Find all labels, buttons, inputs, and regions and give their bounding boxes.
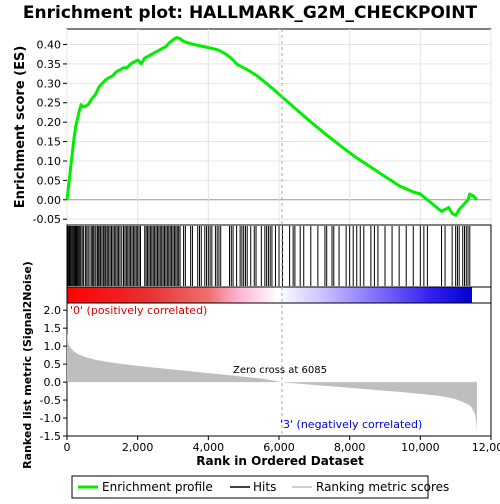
es-y-tick-label: 0.10 [37, 155, 62, 168]
negative-label: '3' (negatively correlated) [280, 418, 422, 431]
legend-hits-label: Hits [253, 480, 276, 494]
chart-title: Enrichment plot: HALLMARK_G2M_CHECKPOINT [23, 3, 478, 23]
x-tick-label: 10,000 [401, 441, 440, 454]
positive-label: '0' (positively correlated) [70, 304, 207, 317]
x-tick-label: 6,000 [263, 441, 295, 454]
rank-color-bar [67, 287, 472, 303]
legend-metric-label: Ranking metric scores [316, 480, 449, 494]
x-tick-label: 0 [64, 441, 71, 454]
metric-y-tick-label: 0.5 [44, 358, 62, 371]
es-y-tick-label: 0.40 [37, 39, 62, 52]
es-y-ticks: -0.05 0.00 0.05 0.10 0.15 0.20 0.25 0.30 0.35 0.4… [33, 39, 67, 227]
metric-y-tick-label: 2.0 [44, 304, 62, 317]
metric-y-ticks: -1.5 -1.0 -0.5 0.0 0.5 1.0 1.5 2.0 [40, 304, 67, 443]
es-y-tick-label: 0.00 [37, 194, 62, 207]
metric-y-tick-label: 0.0 [44, 376, 62, 389]
x-ticks: 0 2,000 4,000 6,000 8,000 10,000 12,000 [64, 436, 500, 454]
zero-cross-label: Zero cross at 6085 [233, 365, 327, 376]
metric-y-tick-label: 1.0 [44, 340, 62, 353]
x-tick-label: 12,000 [472, 441, 500, 454]
es-y-tick-label: 0.20 [37, 116, 62, 129]
metric-y-tick-label: -1.0 [40, 412, 61, 425]
es-y-tick-label: 0.35 [37, 58, 62, 71]
metric-y-tick-label: -0.5 [40, 394, 61, 407]
es-y-tick-label: -0.05 [33, 213, 61, 226]
metric-y-axis-label: Ranked list metric (Signal2Noise) [21, 261, 34, 469]
es-y-tick-label: 0.15 [37, 136, 62, 149]
x-tick-label: 4,000 [193, 441, 225, 454]
x-tick-label: 8,000 [334, 441, 366, 454]
es-y-tick-label: 0.30 [37, 77, 62, 90]
es-y-tick-label: 0.25 [37, 97, 62, 110]
x-axis-label: Rank in Ordered Dataset [196, 454, 364, 468]
legend-enrichment-label: Enrichment profile [102, 480, 213, 494]
es-y-tick-label: 0.05 [37, 174, 62, 187]
x-tick-label: 2,000 [122, 441, 154, 454]
es-y-axis-label: Enrichment score (ES) [13, 46, 28, 209]
metric-y-tick-label: 1.5 [44, 322, 62, 335]
metric-y-tick-label: -1.5 [40, 430, 61, 443]
